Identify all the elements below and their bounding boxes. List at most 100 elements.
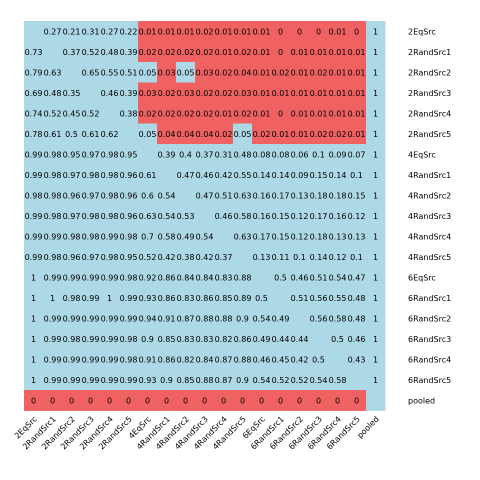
- heatmap-cell: [347, 21, 367, 42]
- cell-value-label: 0.51: [291, 294, 309, 303]
- heatmap-cell: [214, 328, 234, 350]
- heatmap-cell: [81, 349, 101, 370]
- cell-value-label: 0.01: [348, 68, 366, 77]
- cell-value-label: 0.96: [120, 212, 138, 221]
- heatmap-cell: [62, 267, 82, 288]
- heatmap-cell: [271, 21, 291, 42]
- heatmap-cell: [81, 123, 101, 145]
- heatmap-cell: [290, 144, 310, 165]
- heatmap-cell: [157, 82, 177, 104]
- cell-value-label: 0.14: [310, 253, 328, 262]
- heatmap-cells: 0.27 0.21 0.31 0.27 0.22 0.01 0.01 0.01 0.02 0.01…: [24, 21, 386, 411]
- cell-value-label: 0.65: [82, 68, 100, 77]
- cell-value-label: 0.61: [139, 171, 157, 180]
- cell-value-label: 0.48: [234, 150, 252, 159]
- cell-value-label: 0.52: [44, 109, 62, 118]
- cell-value-label: 1: [31, 294, 36, 303]
- cell-value-label: 0.05: [177, 68, 195, 77]
- heatmap-cell: [43, 328, 63, 350]
- cell-value-label: 0.04: [234, 68, 252, 77]
- heatmap-cell: [81, 246, 101, 268]
- cell-value-label: 0.98: [25, 191, 43, 200]
- heatmap-cell: [81, 82, 101, 104]
- heatmap-cell: [100, 185, 120, 206]
- cell-value-label: 0.99: [44, 314, 62, 323]
- heatmap-cell: [214, 287, 234, 309]
- cell-value-label: 0.01: [253, 27, 271, 36]
- heatmap-cell: [24, 349, 44, 370]
- heatmap-cell: [43, 369, 63, 391]
- heatmap-cell: [328, 82, 348, 104]
- cell-value-label: 0.16: [253, 191, 271, 200]
- cell-value-label: 0.86: [158, 294, 176, 303]
- heatmap-cell: [290, 226, 310, 247]
- row-label-4randsrc3: 4RandSrc3: [408, 212, 451, 221]
- heatmap-cell: [252, 123, 272, 145]
- heatmap-cell: [157, 164, 177, 186]
- cell-value-label: 0.99: [25, 171, 43, 180]
- cell-value-label: 0.02: [253, 130, 271, 139]
- heatmap-cell: [290, 21, 310, 42]
- cell-value-label: 0.54: [329, 273, 347, 282]
- cell-value-label: 0: [31, 396, 36, 405]
- heatmap-cell: [233, 62, 253, 83]
- heatmap-cell: [195, 123, 215, 145]
- cell-value-label: 0.69: [25, 89, 43, 98]
- heatmap-cell: [100, 103, 120, 124]
- cell-value-label: 0.37: [196, 150, 214, 159]
- cell-value-label: 0.46: [291, 273, 309, 282]
- heatmap-cell: [195, 185, 215, 206]
- cell-value-label: 0.02: [158, 109, 176, 118]
- heatmap-cell: [233, 369, 253, 391]
- heatmap-cell: [176, 226, 196, 247]
- cell-value-label: 0.01: [291, 68, 309, 77]
- heatmap-cell: [366, 164, 386, 186]
- cell-value-label: 0.02: [310, 130, 328, 139]
- row-label-4randsrc2: 4RandSrc2: [408, 191, 451, 200]
- heatmap-cell: [252, 246, 272, 268]
- cell-value-label: 0.97: [63, 171, 81, 180]
- heatmap-cell: [252, 41, 272, 63]
- cell-value-label: 0.01: [291, 109, 309, 118]
- cell-value-label: 0.08: [272, 150, 290, 159]
- heatmap-cell: [290, 308, 310, 329]
- cell-value-label: 0.98: [63, 335, 81, 344]
- heatmap-cell: [290, 164, 310, 186]
- cell-value-label: 0.5: [312, 355, 325, 364]
- cell-value-label: 0.04: [177, 130, 195, 139]
- cell-value-label: 0.86: [158, 273, 176, 282]
- cell-value-label: 0.09: [291, 171, 309, 180]
- cell-value-label: 0.02: [196, 27, 214, 36]
- cell-value-label: 0.97: [82, 191, 100, 200]
- heatmap-cell: [366, 123, 386, 145]
- heatmap-cell: [24, 205, 44, 227]
- heatmap-cell: [43, 226, 63, 247]
- cell-value-label: 0.37: [215, 253, 233, 262]
- heatmap-cell: [271, 349, 291, 370]
- heatmap-cell: [176, 103, 196, 124]
- cell-value-label: 0.97: [82, 150, 100, 159]
- cell-value-label: 0.12: [329, 253, 347, 262]
- heatmap-cell: [43, 103, 63, 124]
- cell-value-label: 0.99: [63, 376, 81, 385]
- row-label-6randsrc5: 6RandSrc5: [408, 376, 451, 385]
- cell-value-label: 0.01: [177, 27, 195, 36]
- heatmap-cell: [366, 308, 386, 329]
- row-label-2randsrc1: 2RandSrc1: [408, 48, 451, 57]
- heatmap-cell: [176, 390, 196, 411]
- cell-value-label: 0.5: [274, 273, 287, 282]
- cell-value-label: 0.54: [253, 376, 271, 385]
- cell-value-label: 0.98: [82, 232, 100, 241]
- cell-value-label: 0.48: [348, 314, 366, 323]
- cell-value-label: 0.4: [179, 150, 192, 159]
- cell-value-label: 0.49: [253, 335, 271, 344]
- cell-value-label: 0: [107, 396, 112, 405]
- cell-value-label: 0.98: [44, 212, 62, 221]
- cell-value-label: 1: [373, 376, 378, 385]
- cell-value-label: 0.27: [101, 27, 119, 36]
- heatmap-cell: [157, 62, 177, 83]
- heatmap-cell: [233, 144, 253, 165]
- cell-value-label: 0.01: [215, 109, 233, 118]
- heatmap-cell: [328, 328, 348, 350]
- heatmap-cell: [290, 103, 310, 124]
